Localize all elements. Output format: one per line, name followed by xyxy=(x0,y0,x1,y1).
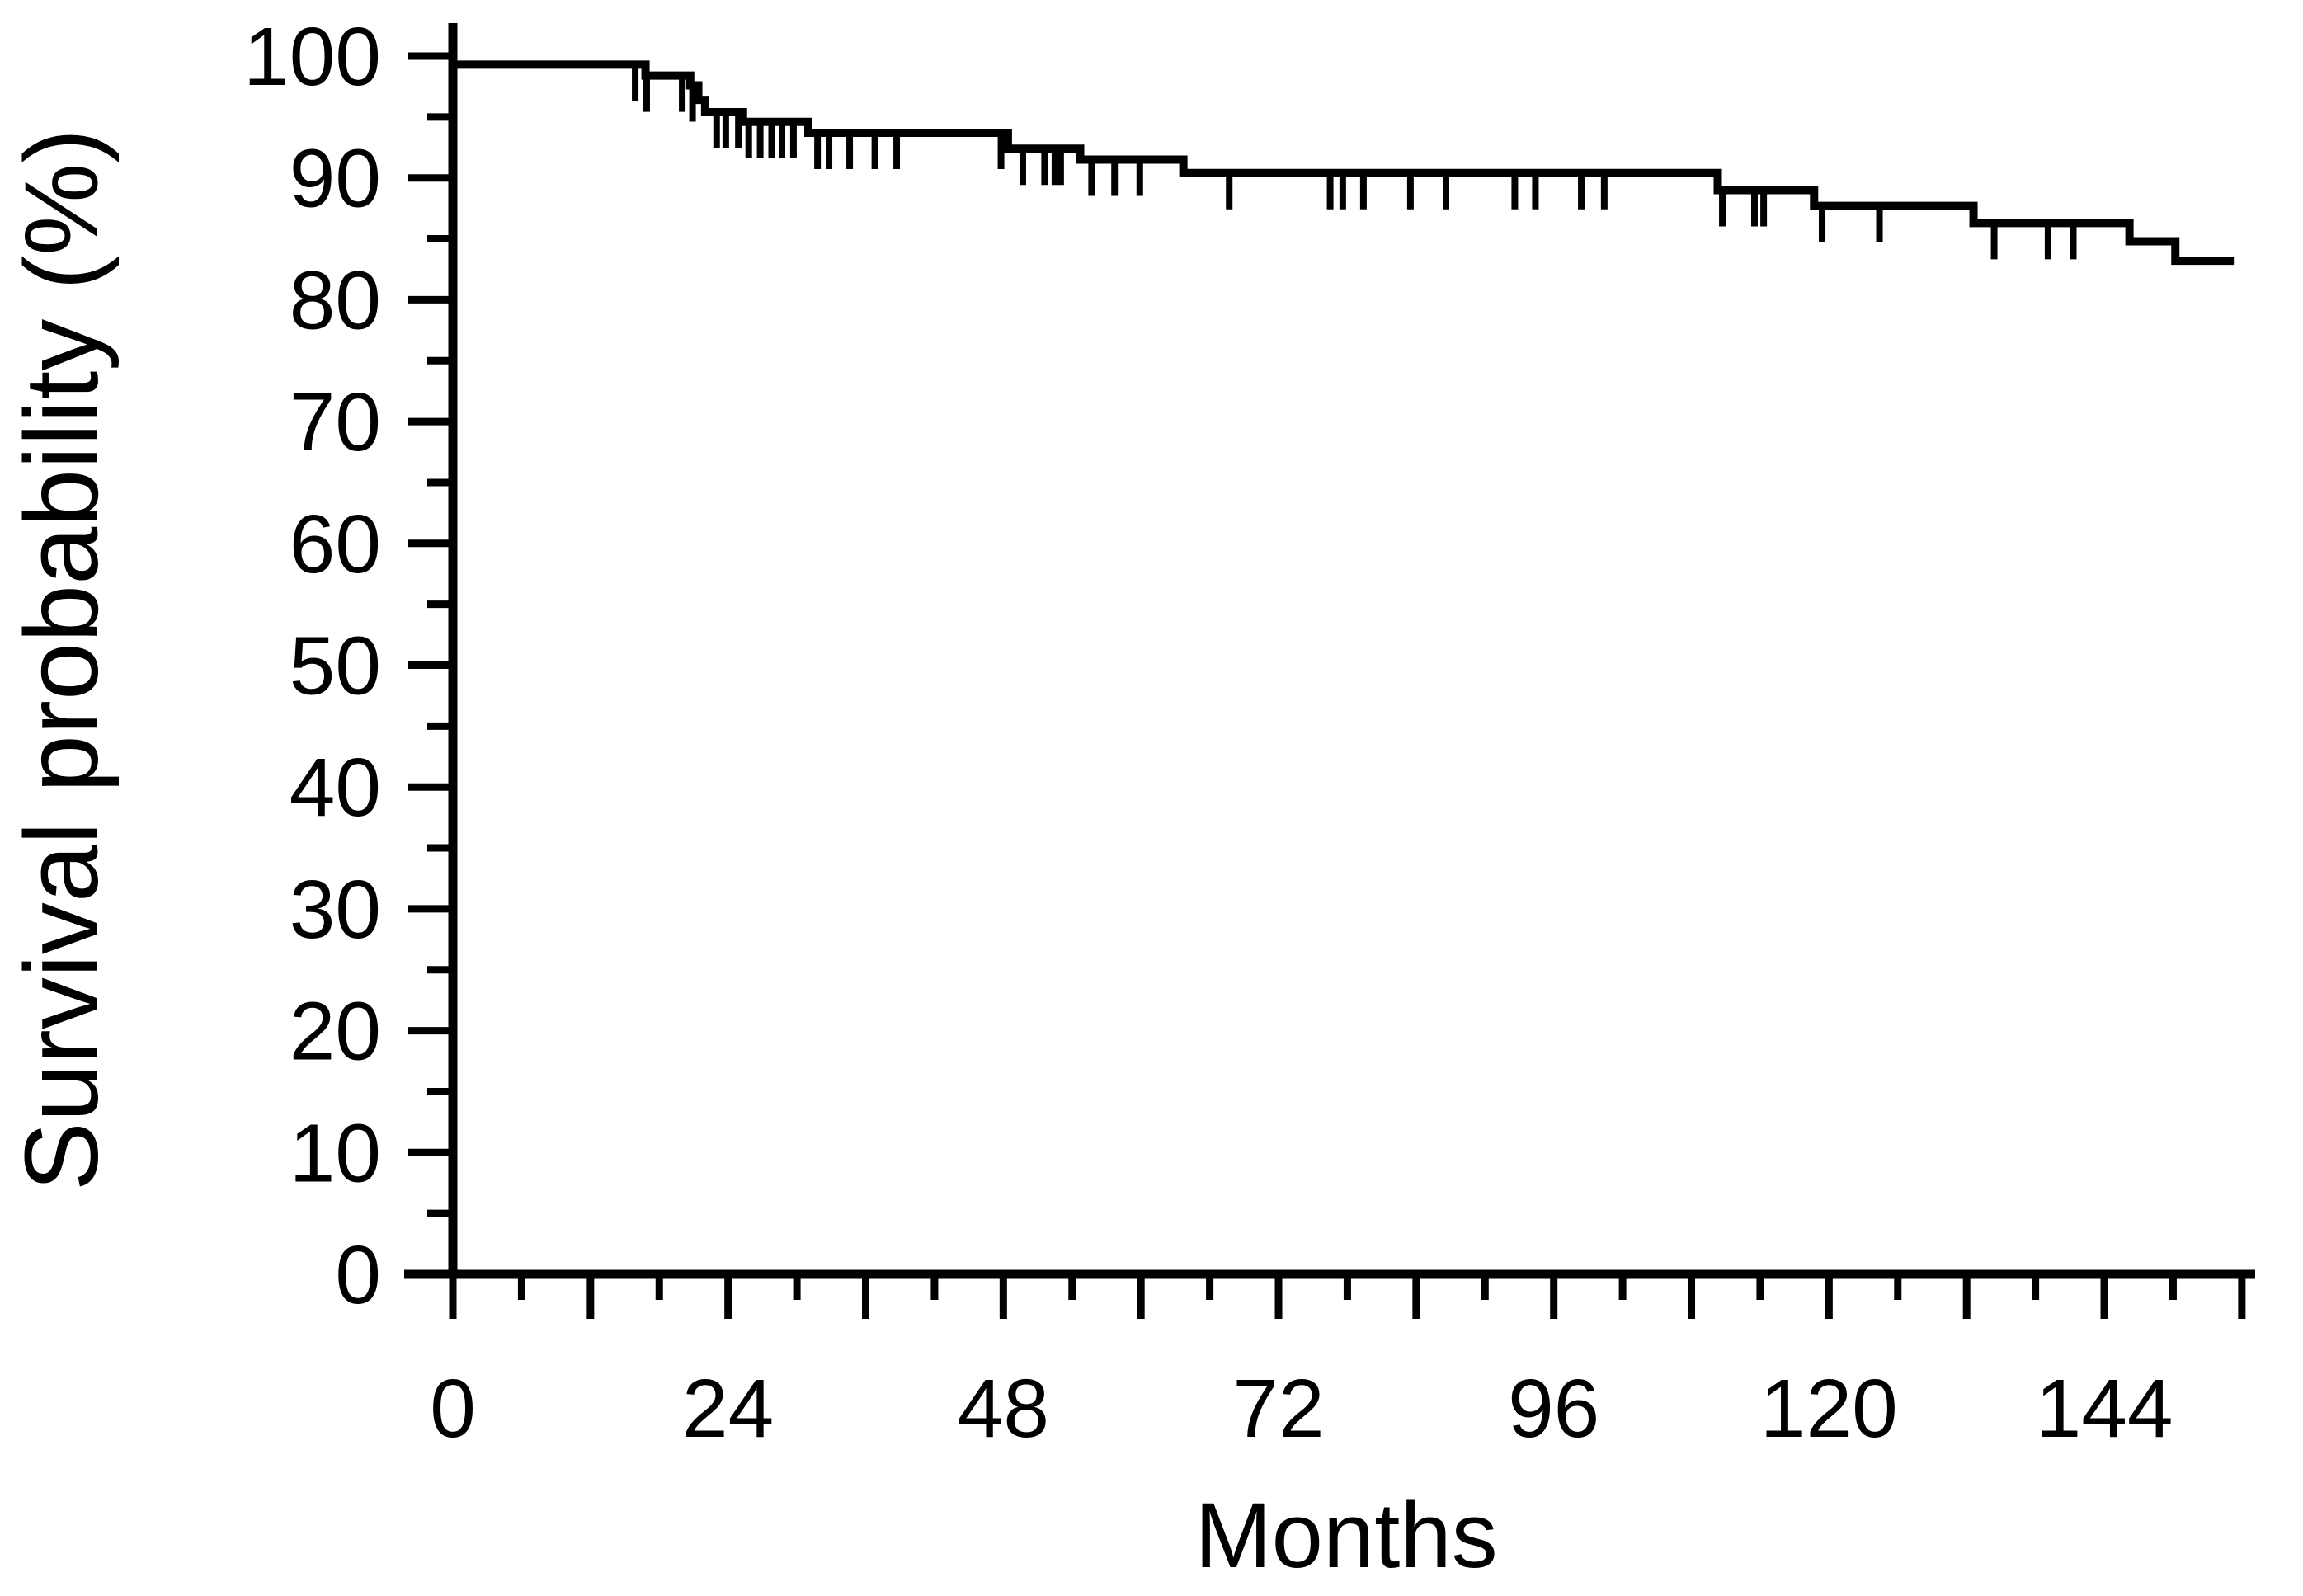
y-axis-title: Survival probability (%) xyxy=(3,129,120,1191)
y-tick-label-90: 90 xyxy=(290,133,381,225)
y-tick-label-60: 60 xyxy=(290,498,381,591)
x-tick-label-72: 72 xyxy=(1232,1363,1324,1455)
y-tick-label-0: 0 xyxy=(335,1229,381,1321)
x-axis-title: Months xyxy=(1194,1484,1497,1587)
labels-layer: 0 24 48 72 96 120 1441009080706050403020100Mon… xyxy=(3,11,2173,1587)
x-tick-label-24: 24 xyxy=(682,1363,774,1455)
y-tick-label-100: 100 xyxy=(243,11,381,103)
y-tick-label-50: 50 xyxy=(290,620,381,713)
x-tick-label-48: 48 xyxy=(958,1363,1049,1455)
curve-layer xyxy=(453,60,2235,266)
y-tick-label-20: 20 xyxy=(290,986,381,1078)
survival-curve xyxy=(453,60,2235,266)
y-tick-label-70: 70 xyxy=(290,376,381,468)
x-tick-label-96: 96 xyxy=(1508,1363,1599,1455)
y-tick-label-40: 40 xyxy=(290,742,381,834)
y-tick-label-10: 10 xyxy=(290,1107,381,1199)
x-tick-label-144: 144 xyxy=(2036,1363,2173,1455)
x-tick-label-120: 120 xyxy=(1760,1363,1898,1455)
y-tick-label-80: 80 xyxy=(290,254,381,346)
axes-layer xyxy=(404,23,2255,1319)
y-tick-label-30: 30 xyxy=(290,864,381,956)
x-tick-label-0: 0 xyxy=(430,1363,476,1455)
